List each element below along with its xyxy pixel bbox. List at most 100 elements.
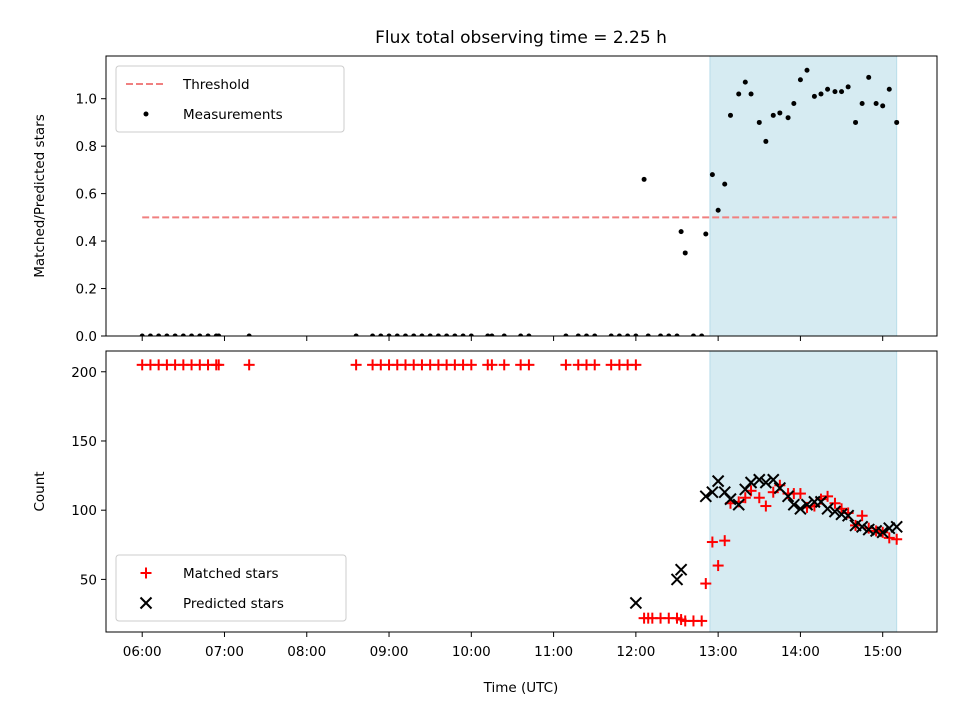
count-panel: 50 100 150 200 06:00 07:00 08:00 09:00 10:00 11:0… [32, 350, 938, 660]
x-tick-label: 07:00 [205, 644, 244, 660]
y-tick-label: 100 [71, 503, 97, 519]
measurement-point [180, 333, 186, 336]
predicted-stars-point [828, 505, 842, 518]
measurement-point [205, 333, 211, 336]
measurement-point [818, 91, 824, 97]
measurement-point [791, 100, 797, 106]
matched-stars-point [719, 535, 731, 547]
measurement-point [777, 110, 783, 116]
measurement-point [797, 77, 803, 83]
y-axis-label: Matched/Predicted stars [32, 114, 48, 277]
measurement-point [485, 333, 491, 336]
predicted-stars-point [732, 498, 745, 511]
predicted-stars-point [629, 596, 643, 610]
measurement-point [709, 172, 715, 178]
measurement-point [583, 333, 589, 336]
measurement-point [703, 231, 709, 237]
matched-stars-point [243, 359, 255, 371]
measurement-point [419, 333, 425, 336]
predicted-stars-point [821, 502, 834, 516]
measurement-point [608, 333, 614, 336]
matched-stars-point [486, 359, 498, 371]
legend-label: Threshold [182, 77, 250, 93]
matched-stars-point [829, 497, 841, 509]
axes-frame [105, 350, 938, 633]
legend-box [115, 554, 347, 622]
x-tick-label: 14:00 [781, 644, 820, 660]
measurement-point [894, 119, 900, 125]
measurement-point [722, 181, 728, 187]
x-tick-label: 11:00 [534, 644, 573, 660]
axes-frame [105, 55, 938, 337]
matched-stars-point [465, 359, 477, 371]
matched-stars-point [753, 492, 765, 504]
measurement-point [172, 333, 178, 336]
measurement-point [666, 333, 672, 336]
matched-stars-point [630, 359, 642, 371]
y-tick-label: 0.2 [76, 282, 97, 298]
chart-title: Flux total observing time = 2.25 h [375, 28, 667, 48]
measurement-point [489, 333, 495, 336]
legend-label: Predicted stars [183, 596, 284, 612]
measurement-point [616, 333, 622, 336]
predicted-stars-point [674, 563, 688, 576]
predicted-stars-point [794, 502, 807, 516]
matched-stars-point [213, 359, 225, 371]
measurement-point [147, 333, 153, 336]
measurement-point [575, 333, 581, 336]
measurement-point [526, 333, 532, 336]
measurement-point [246, 333, 252, 336]
measurement-point [839, 89, 845, 95]
measurement-point [699, 333, 705, 336]
predicted-stars-point [706, 485, 719, 499]
measurement-point [742, 79, 748, 85]
measurement-point [444, 333, 450, 336]
measurement-point [563, 333, 569, 336]
measurement-point [678, 229, 684, 235]
matched-stars-point [760, 500, 772, 512]
predicted-stars-point [724, 492, 737, 506]
measurement-point [394, 333, 400, 336]
x-tick-label: 15:00 [863, 644, 902, 660]
measurement-point [518, 333, 524, 336]
measurement-point [592, 333, 598, 336]
measurement-point [832, 89, 838, 95]
measurement-point [501, 333, 507, 336]
measurement-point [378, 333, 384, 336]
ratio-panel: 0.0 0.2 0.4 0.6 0.8 1.0 Matched/Predicted star… [32, 55, 938, 345]
measurement-point [370, 333, 376, 336]
measurement-point [216, 333, 222, 336]
matched-stars-point [498, 359, 510, 371]
measurement-point [156, 333, 162, 336]
y-tick-label: 150 [71, 434, 97, 450]
matched-stars-point [739, 492, 751, 504]
legend: Threshold Measurements [115, 65, 345, 133]
measurement-point [748, 91, 754, 97]
legend: Matched stars Predicted stars [115, 554, 347, 622]
predicted-stars-point [759, 476, 773, 489]
matched-stars-point [700, 578, 712, 590]
matched-stars-point [822, 490, 834, 502]
measurement-point [386, 333, 392, 336]
measurement-point [452, 333, 458, 336]
measurement-point [804, 67, 810, 73]
measurement-point [674, 333, 680, 336]
measurement-point [853, 119, 859, 125]
matched-stars-point [712, 560, 724, 572]
measurement-point [785, 115, 791, 121]
predicted-stars-point [753, 473, 766, 486]
observing-window-span [709, 350, 898, 633]
y-tick-label: 0.6 [76, 187, 97, 203]
y-tick-label: 1.0 [76, 92, 97, 108]
measurement-point [139, 333, 145, 336]
measurement-point [197, 333, 203, 336]
predicted-stars-point [744, 476, 758, 489]
x-tick-label: 13:00 [699, 644, 738, 660]
measurement-point [866, 74, 872, 80]
matched-stars-point [706, 536, 718, 548]
legend-box [115, 65, 345, 133]
measurement-point [770, 112, 776, 118]
observing-window-span [709, 55, 898, 337]
legend-measurements-swatch [143, 111, 149, 117]
